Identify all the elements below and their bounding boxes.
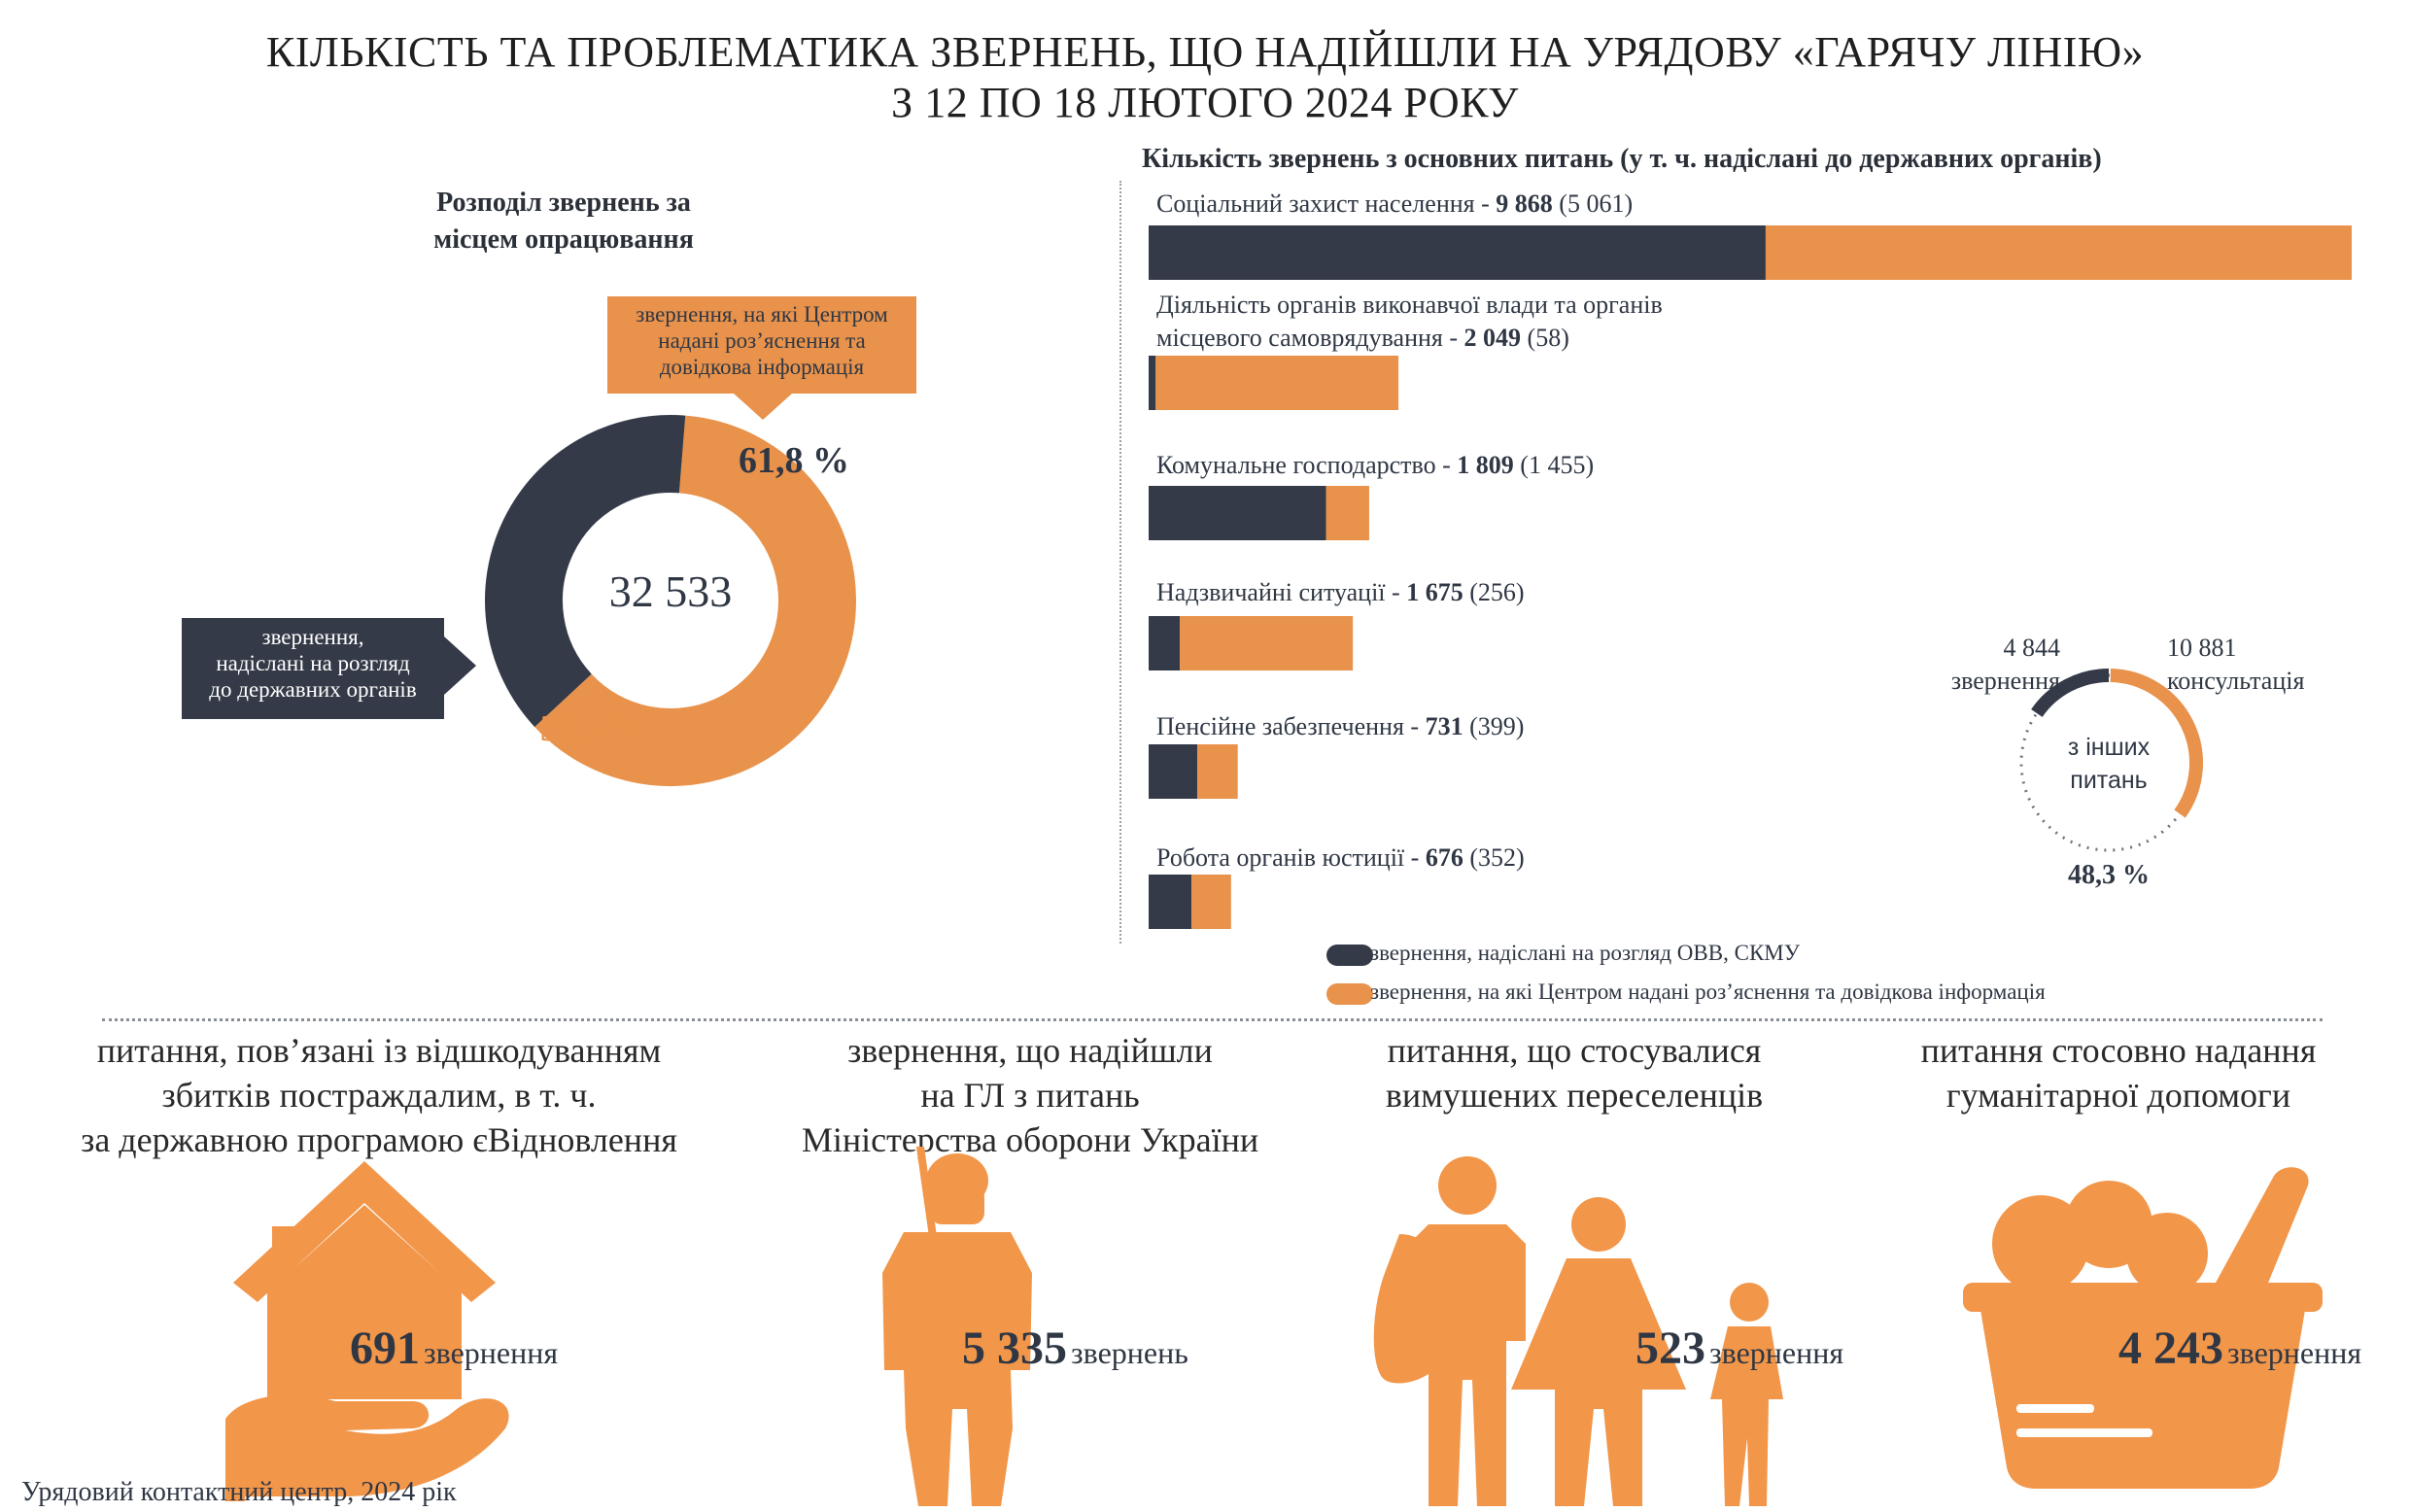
bar-label-5: Робота органів юстиції - 676 (352) xyxy=(1156,843,1525,872)
legend-swatch-orange xyxy=(1326,983,1373,1005)
basket-stripes xyxy=(2016,1404,2152,1437)
bar-label-3: Надзвичайні ситуації - 1 675 (256) xyxy=(1156,578,1525,606)
house-in-hand-icon xyxy=(225,1161,509,1501)
dark-pct-label: 38,2 % xyxy=(540,708,651,749)
bottom-value-0: 691 звернення xyxy=(350,1323,559,1374)
displaced-family-icon xyxy=(1373,1156,1783,1506)
orange-callout-shape xyxy=(607,296,916,420)
food-basket-icon xyxy=(1963,1167,2323,1489)
bottom-title-2: питання, що стосувалися вимушених пересел… xyxy=(1385,1031,1764,1115)
bar-sent-2 xyxy=(1149,486,1326,540)
bar-sent-4 xyxy=(1149,744,1198,799)
section-divider xyxy=(102,1018,2323,1021)
small-donut-left-label: 4 844 звернення xyxy=(1950,634,2060,695)
donut-slice-dark xyxy=(485,415,686,728)
dark-callout-shape xyxy=(182,618,476,719)
bar-label-0: Соціальний захист населення - 9 868 (5 0… xyxy=(1156,189,1634,218)
bars-axis-line xyxy=(1119,181,1121,944)
bottom-value-2: 523 звернення xyxy=(1635,1323,1844,1374)
bar-label-2: Комунальне господарство - 1 809 (1 455) xyxy=(1156,451,1595,479)
bottom-icons xyxy=(225,1147,2323,1506)
legend-label-orange: звернення, на які Центром надані роз’ясн… xyxy=(1370,979,2046,1004)
donut-title-line2: місцем опрацювання xyxy=(433,224,694,255)
small-donut-slice-orange xyxy=(2110,669,2203,818)
bottom-value-3: 4 243 звернення xyxy=(2118,1323,2362,1374)
bar-sent-0 xyxy=(1149,225,1766,280)
bar-consult-0 xyxy=(1765,225,2352,280)
page-subtitle: З 12 ПО 18 ЛЮТОГО 2024 РОКУ xyxy=(891,79,1519,126)
soldier-icon xyxy=(882,1147,1032,1506)
dark-callout: звернення, надіслані на розгляд до держа… xyxy=(209,625,417,702)
bottom-title-1: звернення, що надійшли на ГЛ з питань Міні… xyxy=(801,1031,1259,1159)
bar-sent-3 xyxy=(1149,616,1181,670)
footer-source: Урядовий контактний центр, 2024 рік xyxy=(21,1477,457,1507)
small-donut-center: з інших питань xyxy=(2067,734,2151,794)
donut-title: Розподіл звернень за місцем опрацювання xyxy=(292,185,836,258)
bottom-value-1: 5 335 звернень xyxy=(962,1323,1188,1374)
bar-consult-5 xyxy=(1191,875,1231,929)
bar-label-4: Пенсійне забезпечення - 731 (399) xyxy=(1156,712,1525,740)
donut-slice-orange xyxy=(534,415,856,786)
orange-pct-label: 61,8 % xyxy=(739,440,849,481)
bars-title: Кількість звернень з основних питань (у … xyxy=(1142,144,2102,174)
bar-consult-1 xyxy=(1155,356,1399,410)
bottom-title-3: питання стосовно надання гуманітарної доп… xyxy=(1920,1031,2317,1115)
page-title: КІЛЬКІСТЬ ТА ПРОБЛЕМАТИКА ЗВЕРНЕНЬ, ЩО Н… xyxy=(265,28,2145,76)
bar-consult-3 xyxy=(1180,616,1354,670)
legend-label-dark: звернення, надіслані на розгляд ОВВ, СКМ… xyxy=(1370,941,1801,965)
legend-swatch-dark xyxy=(1326,945,1373,966)
bar-sent-5 xyxy=(1149,875,1192,929)
bar-consult-4 xyxy=(1197,744,1238,799)
small-donut-right-label: 10 881 консультація xyxy=(2167,634,2305,695)
bar-label-1: Діяльність органів виконавчої влади та о… xyxy=(1156,291,1663,352)
donut-title-line1: Розподіл звернень за xyxy=(436,188,691,218)
donut-total: 32 533 xyxy=(608,567,733,616)
bottom-title-0: питання, пов’язані із відшкодуванням збит… xyxy=(81,1031,677,1159)
bar-consult-2 xyxy=(1326,486,1369,540)
orange-callout: звернення, на які Центром надані роз’ясн… xyxy=(636,302,888,379)
small-donut-pct: 48,3 % xyxy=(2068,860,2150,890)
bar-sent-1 xyxy=(1149,356,1156,410)
small-donut-slice-dark xyxy=(2031,669,2110,718)
